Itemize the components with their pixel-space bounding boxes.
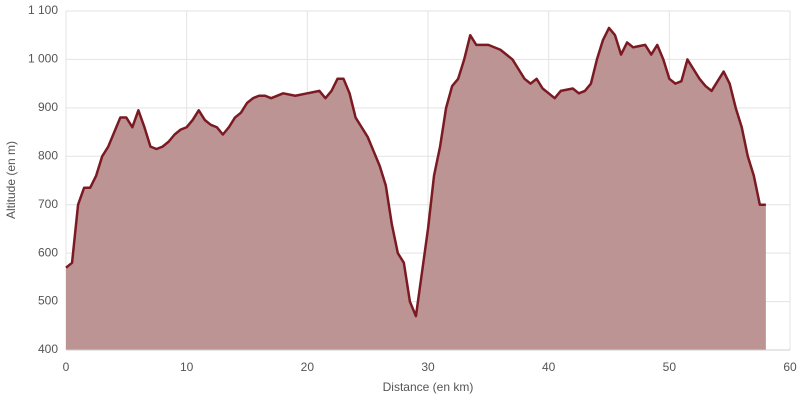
y-tick-label: 700 — [38, 197, 58, 211]
x-tick-label: 30 — [421, 360, 435, 374]
x-tick-label: 40 — [542, 360, 556, 374]
elevation-line — [65, 26, 766, 318]
x-tick-label: 0 — [63, 360, 70, 374]
y-tick-label: 1 000 — [28, 52, 58, 66]
y-tick-label: 400 — [38, 342, 58, 356]
y-tick-label: 800 — [38, 148, 58, 162]
x-tick-label: 20 — [301, 360, 315, 374]
x-tick-label: 10 — [180, 360, 194, 374]
x-tick-label: 60 — [783, 360, 797, 374]
y-tick-label: 600 — [38, 245, 58, 259]
y-tick-label: 900 — [38, 100, 58, 114]
y-axis-title: Altitude (en m) — [4, 141, 18, 219]
y-tick-label: 1 100 — [28, 3, 58, 17]
x-tick-label: 50 — [663, 360, 677, 374]
x-axis-title: Distance (en km) — [383, 380, 474, 394]
y-tick-label: 500 — [38, 294, 58, 308]
elevation-area — [66, 27, 766, 350]
